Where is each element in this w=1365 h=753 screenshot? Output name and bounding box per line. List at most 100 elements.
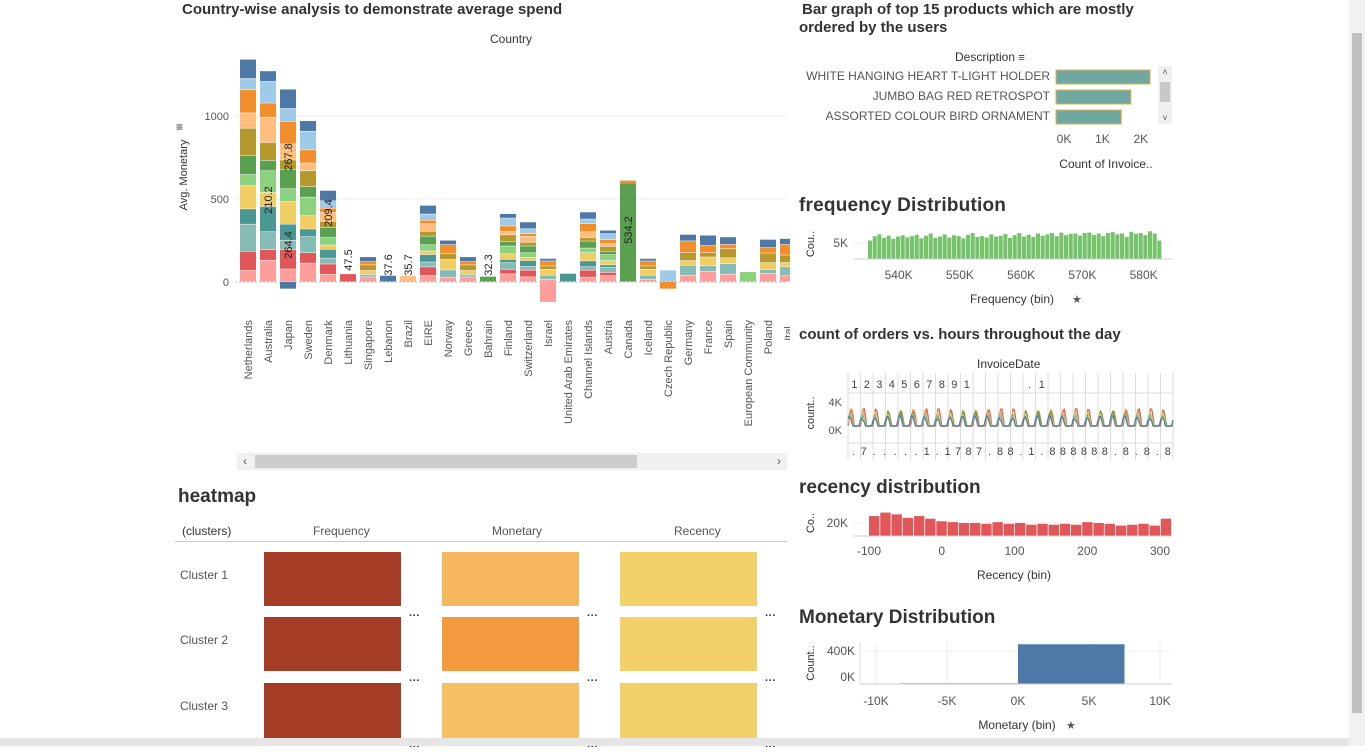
bar-segment[interactable] xyxy=(240,155,256,175)
frequency-bar[interactable] xyxy=(947,237,952,259)
recency-bar[interactable] xyxy=(981,523,992,536)
bar-segment[interactable] xyxy=(520,246,536,253)
bar-segment[interactable] xyxy=(300,252,316,263)
x-axis-label[interactable]: Count of Invoice.. xyxy=(1059,157,1152,171)
bar-segment[interactable] xyxy=(680,241,696,253)
bar-segment[interactable] xyxy=(760,253,776,263)
bar-segment[interactable] xyxy=(520,260,536,267)
frequency-bar[interactable] xyxy=(1082,233,1087,259)
recency-bar[interactable] xyxy=(925,518,936,536)
frequency-bar[interactable] xyxy=(1129,231,1134,259)
bar-segment[interactable] xyxy=(560,273,576,282)
heatmap-cell[interactable] xyxy=(264,617,401,671)
country-label[interactable]: Israel xyxy=(543,320,555,347)
bar-segment[interactable] xyxy=(520,242,536,246)
bar-segment[interactable] xyxy=(720,263,736,275)
hour-label[interactable]: 8 xyxy=(1091,446,1097,458)
country-bar[interactable] xyxy=(600,230,616,282)
recency-bar[interactable] xyxy=(970,523,981,536)
hour-label[interactable]: . xyxy=(1135,446,1138,458)
bar-segment[interactable] xyxy=(700,245,716,253)
frequency-bar[interactable] xyxy=(1050,233,1055,259)
country-label[interactable]: Iceland xyxy=(643,320,655,355)
bar-segment[interactable] xyxy=(540,279,556,282)
frequency-bar[interactable] xyxy=(919,238,924,259)
frequency-bar[interactable] xyxy=(1008,237,1013,259)
frequency-bar[interactable] xyxy=(966,234,971,259)
bar-segment[interactable] xyxy=(460,270,476,275)
country-label[interactable]: European Community xyxy=(743,320,755,427)
x-axis-label[interactable]: Frequency (bin) xyxy=(970,292,1054,306)
country-bar[interactable] xyxy=(380,275,396,282)
bar-segment[interactable] xyxy=(500,231,516,235)
hour-label[interactable]: 8 xyxy=(1165,446,1171,458)
frequency-bar[interactable] xyxy=(1064,235,1069,259)
bar-segment[interactable] xyxy=(680,252,696,261)
x-axis-label[interactable]: Monetary (bin) xyxy=(978,718,1055,732)
recency-bar[interactable] xyxy=(1048,524,1059,536)
frequency-bar[interactable] xyxy=(1115,234,1120,259)
bar-segment[interactable] xyxy=(320,227,336,238)
country-bar[interactable] xyxy=(460,257,476,282)
hour-label[interactable]: . xyxy=(1040,446,1043,458)
frequency-bar[interactable] xyxy=(1073,233,1078,259)
bar-segment[interactable] xyxy=(600,239,616,244)
frequency-bar[interactable] xyxy=(914,234,919,259)
frequency-bar[interactable] xyxy=(961,238,966,259)
bar-segment[interactable] xyxy=(260,171,276,193)
bar-segment[interactable] xyxy=(240,90,256,113)
bar-segment[interactable] xyxy=(600,246,616,252)
frequency-bar[interactable] xyxy=(896,236,901,259)
country-bar[interactable] xyxy=(320,190,336,282)
bar-segment[interactable] xyxy=(320,212,336,222)
bar-segment[interactable] xyxy=(240,78,256,90)
country-label[interactable]: Channel Islands xyxy=(583,320,595,399)
country-label[interactable]: Lebanon xyxy=(383,320,395,363)
bar-segment[interactable] xyxy=(360,265,376,271)
date-header-label[interactable]: 1 xyxy=(851,379,857,391)
bar-segment[interactable] xyxy=(360,277,376,282)
bar-segment[interactable] xyxy=(240,174,256,186)
bar-segment[interactable] xyxy=(640,266,656,270)
bar-segment[interactable] xyxy=(260,206,276,232)
bar-segment[interactable] xyxy=(520,229,536,234)
bar-segment[interactable] xyxy=(700,253,716,257)
country-bar[interactable] xyxy=(780,238,790,282)
hour-label[interactable]: 7 xyxy=(861,446,867,458)
frequency-bar[interactable] xyxy=(1045,234,1050,259)
frequency-bar[interactable] xyxy=(877,234,882,259)
product-label[interactable]: ASSORTED COLOUR BIRD ORNAMENT xyxy=(826,109,1051,123)
bar-segment[interactable] xyxy=(420,267,436,276)
bar-segment[interactable] xyxy=(320,264,336,275)
date-header-label[interactable]: . xyxy=(1028,379,1031,391)
bar-segment[interactable] xyxy=(640,258,656,261)
bar-segment[interactable] xyxy=(780,267,790,276)
bar-segment[interactable] xyxy=(540,266,556,270)
bar-segment[interactable] xyxy=(260,160,276,171)
bar-segment[interactable] xyxy=(580,277,596,282)
products-scroll-thumb[interactable] xyxy=(1160,82,1170,102)
hour-label[interactable]: . xyxy=(1019,446,1022,458)
frequency-bar[interactable] xyxy=(1143,235,1148,259)
bar-segment[interactable] xyxy=(300,263,316,282)
country-bar[interactable] xyxy=(620,180,636,282)
hour-label[interactable]: 8 xyxy=(966,446,972,458)
hour-label[interactable]: 1 xyxy=(945,446,951,458)
recency-bar[interactable] xyxy=(1160,518,1172,536)
scroll-down-icon[interactable]: ˅ xyxy=(1162,113,1167,123)
country-label[interactable]: Poland xyxy=(763,320,775,354)
country-bar[interactable] xyxy=(540,258,556,302)
country-label[interactable]: Czech Republic xyxy=(663,320,675,398)
bar-segment[interactable] xyxy=(340,274,356,282)
bar-segment[interactable] xyxy=(760,239,776,248)
bar-segment[interactable] xyxy=(680,265,696,276)
bar-segment[interactable] xyxy=(240,186,256,209)
bar-segment[interactable] xyxy=(420,275,436,282)
bar-segment[interactable] xyxy=(520,233,536,237)
country-bar[interactable] xyxy=(500,213,516,282)
frequency-bar[interactable] xyxy=(1148,231,1153,259)
country-bar[interactable] xyxy=(240,59,256,282)
bar-segment[interactable] xyxy=(440,277,456,282)
bar-segment[interactable] xyxy=(600,272,616,276)
product-bar[interactable] xyxy=(1055,69,1151,85)
